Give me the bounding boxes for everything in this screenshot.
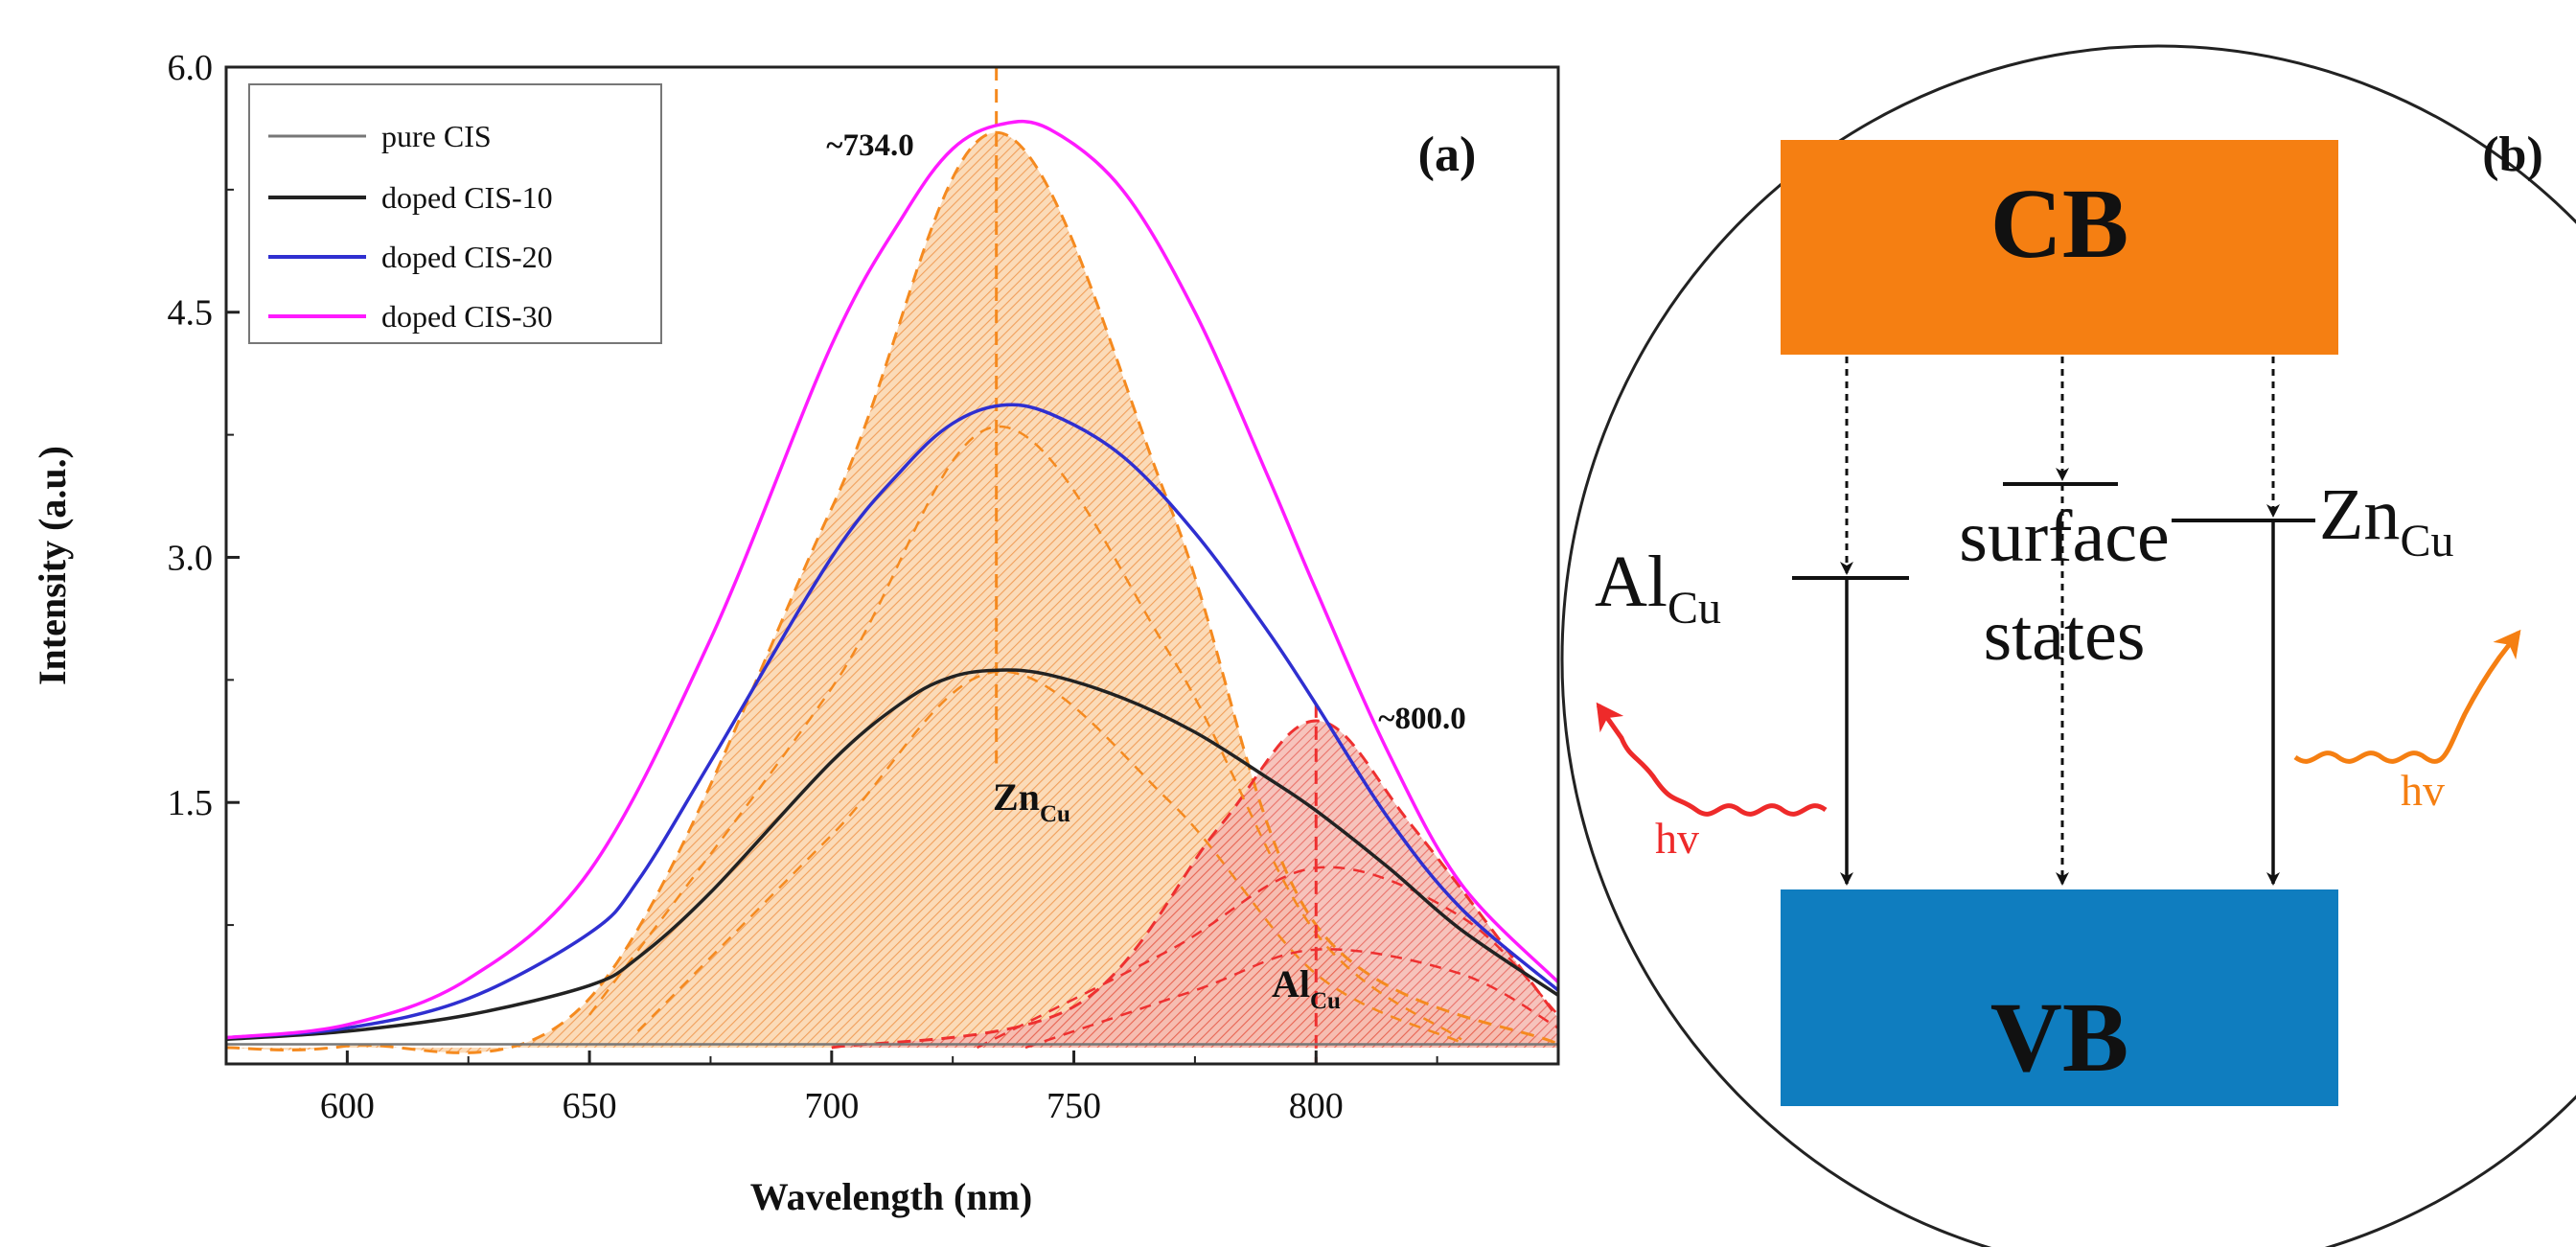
peak-zn-label: ZnCu — [993, 775, 1070, 827]
peak-al-label-main: Al — [1272, 962, 1310, 1005]
series-lines — [225, 119, 1560, 1046]
y-tick-label: 4.5 — [168, 293, 214, 334]
y-axis-label: Intensity (a.u.) — [31, 446, 74, 685]
photon-emission-left-wave — [1596, 702, 1828, 817]
legend-item: doped CIS-20 — [268, 240, 553, 274]
photon-emission-left-label: hv — [1655, 814, 1699, 863]
y-axis-ticks: 1.5 3.0 4.5 6.0 — [168, 48, 240, 927]
peak-zn-center-annotation: ~734.0 — [826, 128, 913, 163]
zn-cu-label-main: Zn — [2319, 474, 2400, 555]
x-tick-label: 700 — [804, 1086, 859, 1126]
peak-zn-label-sub: Cu — [1040, 801, 1070, 827]
x-axis-label: Wavelength (nm) — [750, 1175, 1032, 1218]
x-tick-label: 600 — [320, 1086, 375, 1126]
photon-emission-right-label: hv — [2401, 766, 2445, 815]
legend-label: doped CIS-30 — [381, 299, 553, 334]
peak-center-guides — [995, 67, 1318, 1064]
valence-band-box — [1781, 889, 2338, 1106]
peak-al-label: AlCu — [1272, 962, 1341, 1014]
panel-b-label: (b) — [2482, 127, 2543, 182]
al-cu-level-label: AlCu — [1595, 542, 1721, 634]
conduction-band-box — [1781, 140, 2338, 355]
y-tick-label: 1.5 — [168, 783, 214, 823]
legend-label: pure CIS — [381, 119, 492, 153]
photon-emission-right-wave — [2293, 629, 2521, 764]
panel-b-band-diagram: (b) CB VB AlCu surface states ZnCu hv hv — [1560, 44, 2576, 1247]
y-tick-label: 6.0 — [168, 48, 214, 88]
peak-al-center-annotation: ~800.0 — [1378, 702, 1465, 736]
al-cu-label-sub: Cu — [1668, 583, 1721, 634]
legend-label: doped CIS-10 — [381, 180, 553, 215]
legend-item: doped CIS-30 — [268, 299, 553, 334]
surface-states-label-line1: surface — [1959, 496, 2169, 577]
peak-al-label-sub: Cu — [1310, 988, 1341, 1014]
series-line-doped-cis-10 — [225, 668, 1559, 1042]
peak-annotations: ~734.0 ~800.0 ZnCu AlCu — [826, 128, 1465, 1014]
peak-subcomponent-curve — [636, 670, 1462, 1044]
surface-states-label-line2: states — [1984, 595, 2146, 676]
al-cu-label-main: Al — [1595, 542, 1668, 622]
valence-band-label: VB — [1990, 982, 2128, 1093]
diagram-outline-ellipse — [1560, 44, 2576, 1247]
legend-label: doped CIS-20 — [381, 240, 553, 274]
legend-item: pure CIS — [268, 119, 492, 153]
legend-box — [248, 83, 662, 344]
conduction-band-label: CB — [1990, 169, 2128, 279]
series-line-doped-cis-20 — [225, 403, 1560, 1040]
zn-cu-level-label: ZnCu — [2319, 474, 2453, 566]
x-tick-label: 750 — [1046, 1086, 1101, 1126]
plot-frame — [224, 65, 1560, 1066]
peak-zn-label-main: Zn — [993, 775, 1040, 819]
x-axis-ticks: 600 650 700 750 800 — [320, 1051, 1438, 1126]
legend-item: doped CIS-10 — [268, 180, 553, 215]
panel-a-chart: 600 650 700 750 800 1.5 3.0 4.5 6.0 Wavelength … — [31, 48, 1560, 1218]
series-line-doped-cis-30 — [225, 119, 1560, 1040]
panel-a-label: (a) — [1418, 127, 1477, 182]
x-tick-label: 650 — [563, 1086, 617, 1126]
peak-subcomponent-curve — [976, 866, 1559, 1050]
x-tick-label: 800 — [1289, 1086, 1344, 1126]
legend: pure CIS doped CIS-10 doped CIS-20 doped… — [248, 83, 662, 344]
y-tick-label: 3.0 — [168, 538, 214, 578]
zn-cu-label-sub: Cu — [2400, 516, 2453, 566]
